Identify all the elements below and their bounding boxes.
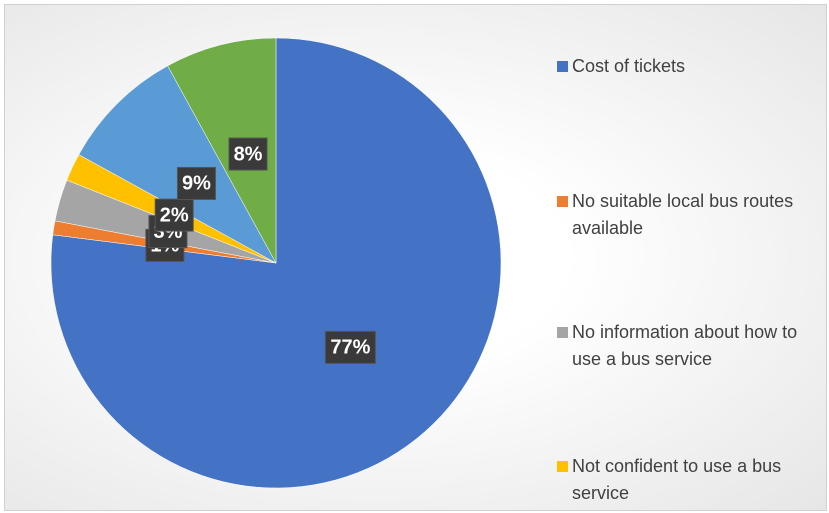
data-label-box xyxy=(324,330,376,364)
legend-swatch xyxy=(557,327,568,338)
legend-swatch xyxy=(557,461,568,472)
pie-slice xyxy=(78,65,277,264)
pie-slice xyxy=(50,37,502,489)
legend-swatch xyxy=(557,61,568,72)
legend-label: Cost of tickets xyxy=(572,56,686,76)
legend-swatch xyxy=(557,196,568,207)
data-label: 8% xyxy=(234,143,263,165)
data-label: 9% xyxy=(182,173,211,195)
legend-item: No information about how to use a bus se… xyxy=(557,319,819,373)
data-label: 77% xyxy=(330,337,370,359)
data-label-box xyxy=(228,137,268,171)
legend-item: Cost of tickets xyxy=(557,53,819,80)
legend-label: No suitable local bus routes available xyxy=(572,191,794,238)
legend-item: Not confident to use a bus service xyxy=(557,453,819,507)
legend-label: Not confident to use a bus service xyxy=(572,456,782,503)
pie-slice xyxy=(167,37,277,264)
legend-item: No suitable local bus routes available xyxy=(557,188,819,242)
data-label-box xyxy=(176,166,216,200)
data-label: 2% xyxy=(160,204,189,226)
data-label-box xyxy=(154,198,194,232)
legend-label: No information about how to use a bus se… xyxy=(572,322,798,369)
pie-chart: 77%1%3%2%9%8% xyxy=(50,37,502,489)
